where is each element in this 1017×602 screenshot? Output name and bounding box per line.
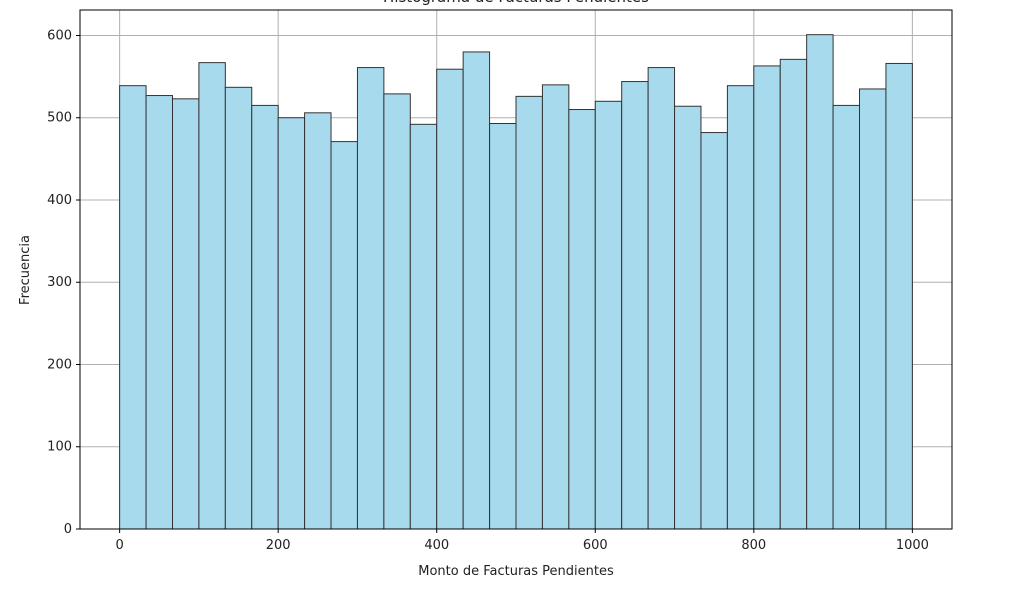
- bar: [489, 123, 517, 530]
- x-axis-label: Monto de Facturas Pendientes: [418, 564, 614, 579]
- bar: [330, 141, 358, 530]
- bar: [859, 88, 887, 530]
- y-tick-label: 600: [47, 28, 72, 43]
- bar: [885, 62, 913, 530]
- bar: [726, 85, 755, 530]
- bar: [462, 51, 491, 530]
- bar: [674, 105, 702, 530]
- x-tick-label: 400: [424, 538, 449, 553]
- bar: [541, 84, 570, 530]
- bar: [383, 93, 411, 530]
- bar: [832, 104, 861, 530]
- y-tick-label: 400: [47, 193, 72, 208]
- y-axis-label: Frecuencia: [18, 235, 33, 305]
- bar: [224, 86, 253, 530]
- bar: [409, 123, 438, 530]
- bar: [198, 62, 226, 530]
- bar: [436, 68, 464, 530]
- bar: [145, 95, 173, 530]
- bar: [304, 112, 332, 530]
- bar: [356, 67, 385, 530]
- x-tick-label: 0: [115, 538, 123, 553]
- bar: [568, 109, 596, 530]
- bar: [647, 67, 676, 530]
- bar: [171, 98, 200, 530]
- bar: [251, 104, 279, 530]
- y-tick-label: 500: [47, 111, 72, 126]
- plot-frame: [79, 9, 953, 530]
- bar: [753, 65, 781, 530]
- bar: [700, 132, 728, 530]
- x-tick-label: 800: [741, 538, 766, 553]
- y-tick-label: 200: [47, 357, 72, 372]
- x-tick-label: 1000: [896, 538, 929, 553]
- bar: [515, 95, 543, 530]
- bar: [277, 117, 306, 530]
- bar: [779, 58, 808, 530]
- chart-title: Histograma de Facturas Pendientes: [383, 0, 649, 6]
- y-tick-label: 100: [47, 440, 72, 455]
- bar: [119, 85, 147, 530]
- x-tick-label: 200: [266, 538, 291, 553]
- x-tick-label: 600: [583, 538, 608, 553]
- bar: [806, 34, 834, 530]
- bar: [594, 100, 623, 530]
- y-tick-label: 0: [64, 522, 72, 537]
- bar: [621, 81, 649, 530]
- y-tick-label: 300: [47, 275, 72, 290]
